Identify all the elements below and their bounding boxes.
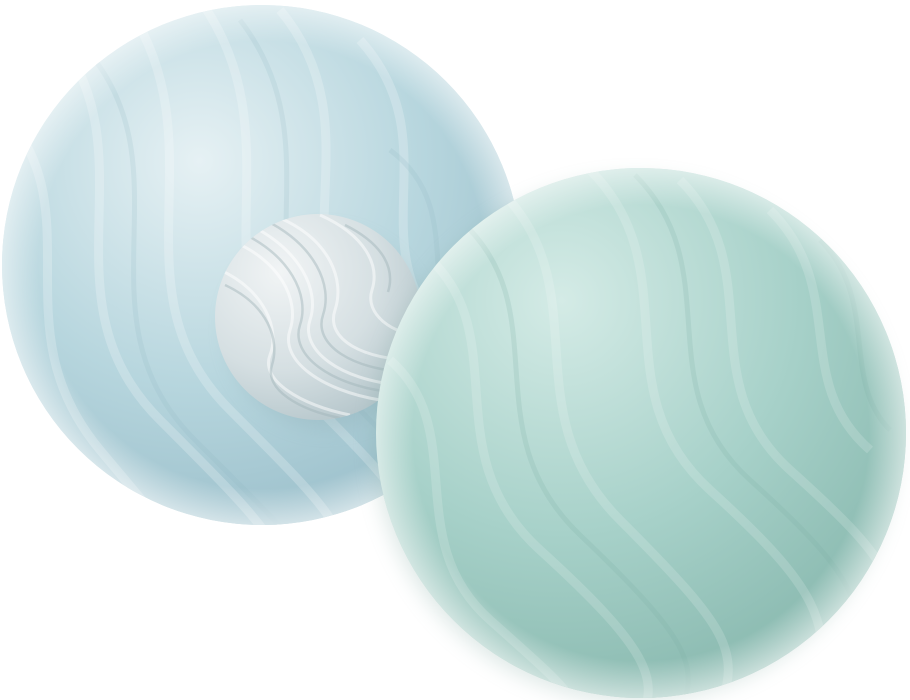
- small-grey-sphere: [215, 214, 424, 428]
- large-green-sphere: [373, 168, 906, 700]
